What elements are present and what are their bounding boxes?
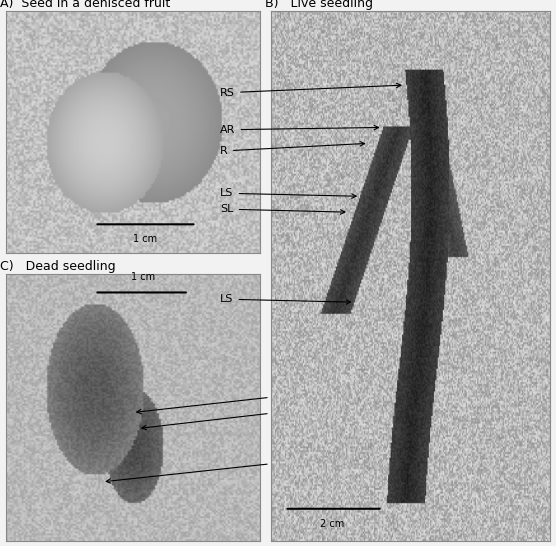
Text: LS: LS <box>106 458 286 483</box>
Text: C)   Dead seedling: C) Dead seedling <box>1 260 116 272</box>
Text: A)  Seed in a dehisced fruit: A) Seed in a dehisced fruit <box>1 0 171 10</box>
Text: RS: RS <box>142 407 287 430</box>
Text: R: R <box>220 141 365 156</box>
Text: 1 cm: 1 cm <box>131 272 155 282</box>
Text: AR: AR <box>220 124 379 135</box>
Text: 2 cm: 2 cm <box>320 519 344 530</box>
Text: B)   Live seedling: B) Live seedling <box>265 0 373 10</box>
Text: 1 cm: 1 cm <box>133 234 157 244</box>
Text: AR: AR <box>137 391 288 414</box>
Text: RS: RS <box>220 83 401 98</box>
Text: LS: LS <box>220 294 350 304</box>
Text: LS: LS <box>220 188 356 198</box>
Text: SL: SL <box>220 204 345 214</box>
